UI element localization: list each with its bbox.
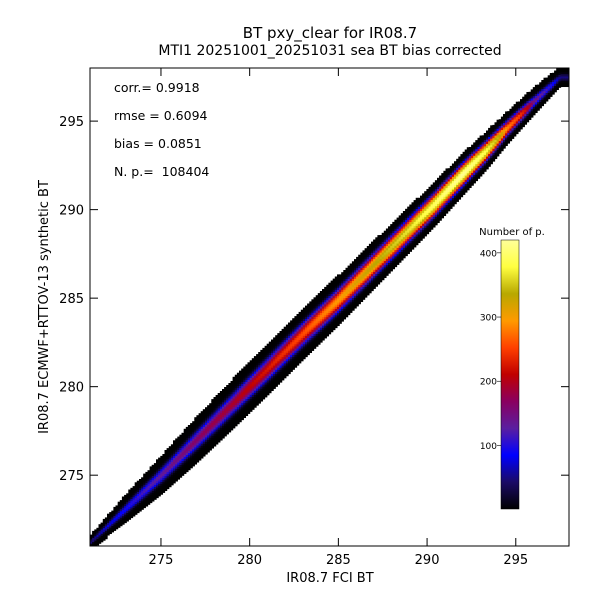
colorbar-tick-label: 100 <box>480 442 497 452</box>
y-tick-label: 285 <box>59 292 84 307</box>
x-tick-label: 280 <box>237 553 262 568</box>
colorbar-tick-label: 200 <box>480 378 497 388</box>
y-axis-label: IR08.7 ECMWF+RTTOV-13 synthetic BT <box>37 180 52 434</box>
colorbar-ticks: 100 200 300 400 <box>480 249 501 452</box>
chart-title: BT pxy_clear for IR08.7 <box>243 24 417 43</box>
density-heatmap <box>90 68 569 546</box>
y-axis-ticks: 275 280 285 290 295 <box>59 115 569 484</box>
colorbar-gradient <box>500 239 520 510</box>
colorbar-tick-label: 300 <box>480 314 497 324</box>
stat-corr: corr.= 0.9918 <box>114 80 200 95</box>
x-axis-ticks: 275 280 285 290 295 <box>149 68 528 568</box>
colorbar-title: Number of p. <box>479 227 545 238</box>
stats-box: corr.= 0.9918 rmse = 0.6094 bias = 0.085… <box>114 80 209 179</box>
x-tick-label: 275 <box>149 553 174 568</box>
stat-npoints: N. p.= 108404 <box>114 164 209 179</box>
colorbar: Number of p. 100 200 300 400 <box>479 227 545 510</box>
y-tick-label: 295 <box>59 115 84 130</box>
x-tick-label: 295 <box>503 553 528 568</box>
stat-rmse: rmse = 0.6094 <box>114 108 208 123</box>
colorbar-tick-label: 400 <box>480 249 497 259</box>
plot-frame <box>89 67 570 547</box>
x-tick-label: 285 <box>326 553 351 568</box>
x-tick-label: 290 <box>415 553 440 568</box>
stat-bias: bias = 0.0851 <box>114 136 202 151</box>
y-tick-label: 290 <box>59 204 84 219</box>
y-tick-label: 280 <box>59 381 84 396</box>
y-tick-label: 275 <box>59 469 84 484</box>
x-axis-label: IR08.7 FCI BT <box>286 571 373 586</box>
chart-subtitle: MTI1 20251001_20251031 sea BT bias corre… <box>158 43 501 59</box>
